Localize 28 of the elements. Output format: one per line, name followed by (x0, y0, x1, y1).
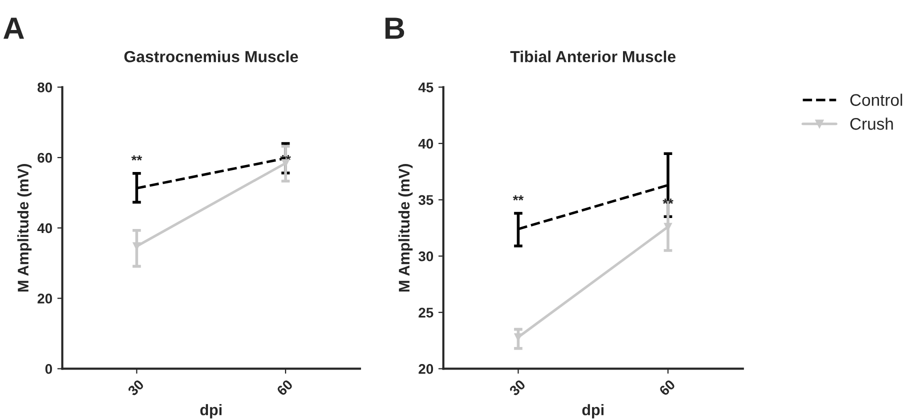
y-tick-label: 35 (418, 195, 434, 205)
y-tick-label: 40 (37, 223, 52, 234)
x-tick-label: 30 (508, 379, 526, 396)
y-tick-label: 45 (418, 82, 434, 92)
y-tick-label: 0 (45, 364, 52, 374)
x-axis-title: dpi (582, 404, 604, 418)
chart-title: Gastrocnemius Muscle (124, 50, 298, 62)
y-tick-label: 60 (38, 152, 52, 163)
y-axis-title: M Amplitude (mV) (17, 164, 32, 292)
chart-title: Tibial Anterior Muscle (510, 50, 676, 62)
annotation: ** (512, 195, 524, 200)
x-tick-label: 60 (658, 379, 676, 396)
y-tick-label: 20 (418, 364, 434, 374)
annotation: ** (131, 155, 142, 161)
y-tick-label: 20 (38, 294, 52, 304)
y-axis-title: M Amplitude (mV) (398, 164, 413, 292)
x-tick-label: 30 (127, 379, 144, 396)
text: B (385, 18, 404, 39)
y-tick-label: 40 (418, 138, 434, 149)
y-tick-label: 25 (418, 308, 434, 318)
y-tick-label: 30 (418, 251, 434, 262)
x-tick-label: 60 (276, 379, 294, 396)
annotation: ** (662, 198, 674, 204)
legend-label: Control (850, 94, 902, 106)
y-tick-label: 80 (38, 82, 52, 92)
text: A (4, 18, 24, 39)
x-axis-title: dpi (200, 404, 222, 418)
legend-label: Crush (850, 118, 893, 130)
